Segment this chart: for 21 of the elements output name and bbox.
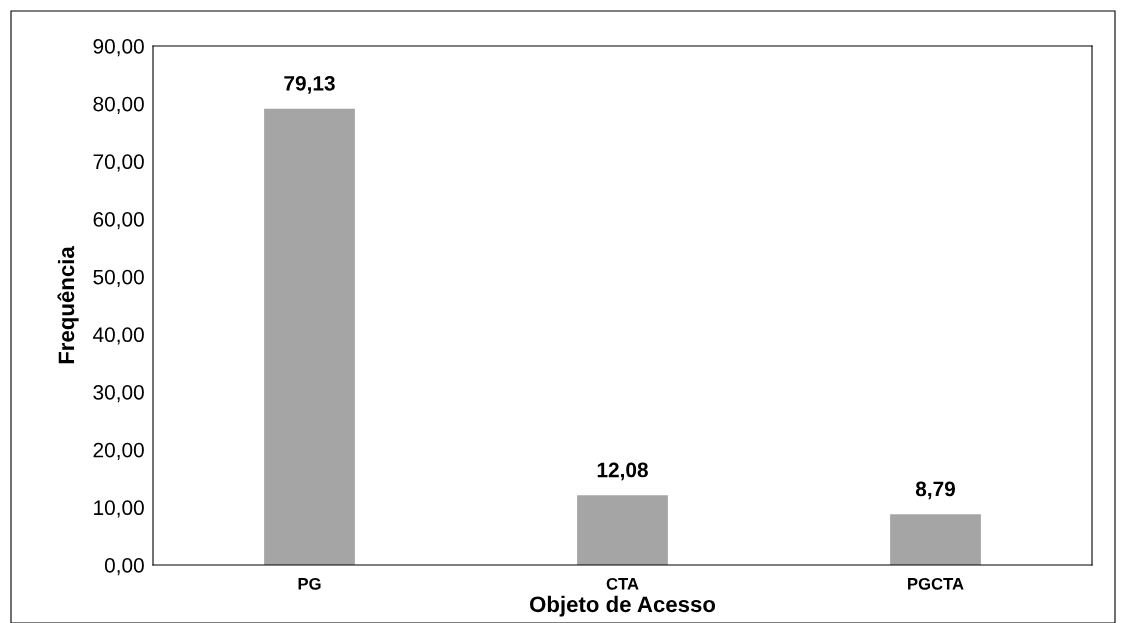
x-tick-label: PG xyxy=(298,577,321,590)
y-tick-label: 10,00 xyxy=(94,500,144,518)
y-tick-label: 30,00 xyxy=(93,385,144,403)
y-tick-label: 0,00 xyxy=(104,558,144,576)
y-tick-label: 60,00 xyxy=(93,212,144,230)
y-tick-label: 70,00 xyxy=(93,154,144,172)
y-axis-title: Frequência xyxy=(57,246,79,364)
x-tick-label: CTA xyxy=(606,577,639,590)
y-tick-label: 50,00 xyxy=(93,269,144,287)
x-tick-label: PGCTA xyxy=(908,577,964,590)
data-label: 8,79 xyxy=(915,481,955,500)
bar xyxy=(890,514,981,565)
y-tick-label: 80,00 xyxy=(93,96,144,114)
bar xyxy=(264,108,355,565)
y-tick-label: 40,00 xyxy=(93,327,144,345)
x-axis-title: Objeto de Acesso xyxy=(529,595,716,617)
y-tick-label: 20,00 xyxy=(93,442,144,460)
y-tick-label: 90,00 xyxy=(93,39,144,57)
data-label: 79,13 xyxy=(284,75,335,94)
bar xyxy=(577,495,668,565)
data-label: 12,08 xyxy=(597,462,648,481)
